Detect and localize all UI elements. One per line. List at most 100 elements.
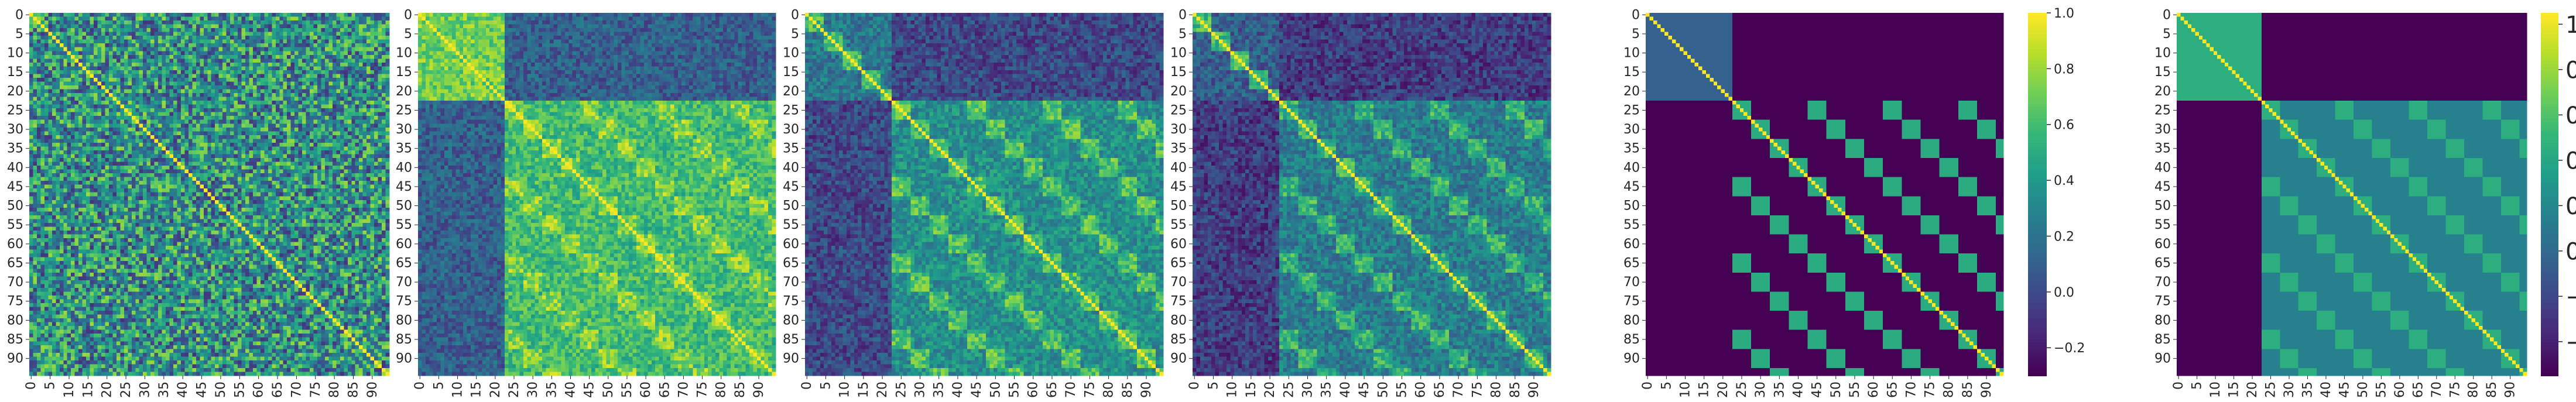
heatmap-cell	[71, 105, 75, 109]
heatmap-cell	[207, 105, 211, 109]
heatmap-cell	[219, 43, 223, 47]
heatmap-cell	[71, 85, 75, 90]
heatmap-cell	[348, 32, 352, 36]
heatmap-cell	[29, 43, 33, 47]
heatmap-cell	[101, 51, 105, 55]
heatmap-cell	[166, 55, 170, 59]
heatmap-cell	[48, 13, 52, 17]
heatmap-cell	[294, 55, 299, 59]
heatmap-cell	[264, 81, 268, 85]
heatmap-cell	[249, 25, 253, 29]
heatmap-cell	[279, 78, 283, 82]
heatmap-cell	[363, 101, 367, 105]
heatmap-cell	[75, 47, 79, 51]
heatmap-cell	[382, 36, 386, 40]
heatmap-cell	[279, 55, 283, 59]
heatmap-cell	[249, 85, 253, 90]
heatmap-cell	[264, 85, 268, 90]
heatmap-cell	[132, 40, 136, 44]
heatmap-cell	[279, 63, 283, 67]
heatmap-cell	[200, 17, 204, 21]
heatmap-cell	[314, 28, 318, 32]
heatmap-cell	[245, 90, 249, 94]
heatmap-cell	[56, 74, 60, 78]
heatmap-cell	[344, 97, 348, 101]
heatmap-cell	[112, 43, 117, 47]
heatmap-cell	[162, 55, 166, 59]
heatmap-cell	[117, 51, 121, 55]
heatmap-cell	[124, 90, 128, 94]
heatmap-cell	[227, 13, 231, 17]
heatmap-cell	[279, 81, 283, 85]
heatmap-cell	[268, 74, 272, 78]
heatmap-cell	[366, 70, 371, 74]
heatmap-cell	[196, 85, 200, 90]
heatmap-cell	[222, 63, 227, 67]
heatmap-cell	[336, 78, 340, 82]
heatmap-cell	[325, 90, 329, 94]
heatmap-cell	[83, 28, 87, 32]
heatmap-cell	[314, 43, 318, 47]
heatmap-cell	[184, 93, 189, 97]
heatmap-cell	[166, 43, 170, 47]
heatmap-cell	[139, 13, 143, 17]
heatmap-cell	[287, 13, 291, 17]
heatmap-cell	[101, 78, 105, 82]
heatmap-cell	[242, 85, 246, 90]
heatmap-cell	[29, 32, 33, 36]
heatmap-cell	[200, 63, 204, 67]
heatmap-cell	[105, 93, 109, 97]
heatmap-cell	[317, 40, 321, 44]
heatmap-cell	[37, 17, 41, 21]
heatmap-cell	[253, 90, 257, 94]
heatmap-cell	[63, 40, 67, 44]
heatmap-cell	[302, 93, 306, 97]
heatmap-cell	[230, 66, 234, 70]
heatmap-cell	[181, 81, 185, 85]
heatmap-cell	[268, 101, 272, 105]
heatmap-cell	[60, 36, 64, 40]
heatmap-cell	[86, 47, 90, 51]
heatmap-cell	[291, 59, 295, 63]
heatmap-cell	[272, 97, 276, 101]
heatmap-cell	[184, 25, 189, 29]
heatmap-cell	[261, 47, 265, 51]
heatmap-cell	[366, 36, 371, 40]
heatmap-cell	[348, 40, 352, 44]
heatmap-cell	[222, 97, 227, 101]
heatmap-cell	[44, 74, 49, 78]
heatmap-cell	[276, 36, 280, 40]
heatmap-cell	[351, 25, 355, 29]
heatmap-cell	[348, 25, 352, 29]
heatmap-cell	[336, 70, 340, 74]
heatmap-cell	[261, 13, 265, 17]
heatmap-cell	[184, 105, 189, 109]
heatmap-cell	[382, 97, 386, 101]
heatmap-cell	[363, 20, 367, 25]
heatmap-cell	[105, 28, 109, 32]
heatmap-cell	[328, 55, 333, 59]
heatmap-cell	[83, 13, 87, 17]
heatmap-cell	[40, 43, 44, 47]
heatmap-cell	[291, 105, 295, 109]
heatmap-cell	[158, 47, 162, 51]
heatmap-cell	[75, 101, 79, 105]
heatmap-cell	[150, 81, 155, 85]
heatmap-cell	[299, 51, 303, 55]
heatmap-cell	[90, 55, 94, 59]
heatmap-cell	[264, 78, 268, 82]
heatmap-cell	[189, 36, 193, 40]
heatmap-cell	[245, 70, 249, 74]
heatmap-cell	[317, 85, 321, 90]
heatmap-cell	[139, 66, 143, 70]
heatmap-cell	[147, 17, 151, 21]
heatmap-cell	[242, 36, 246, 40]
heatmap-cell	[166, 70, 170, 74]
heatmap-cell	[336, 101, 340, 105]
heatmap-cell	[200, 74, 204, 78]
heatmap-cell	[166, 17, 170, 21]
heatmap-cell	[189, 66, 193, 70]
heatmap-cell	[184, 20, 189, 25]
heatmap-cell	[109, 101, 113, 105]
heatmap-cell	[340, 66, 344, 70]
